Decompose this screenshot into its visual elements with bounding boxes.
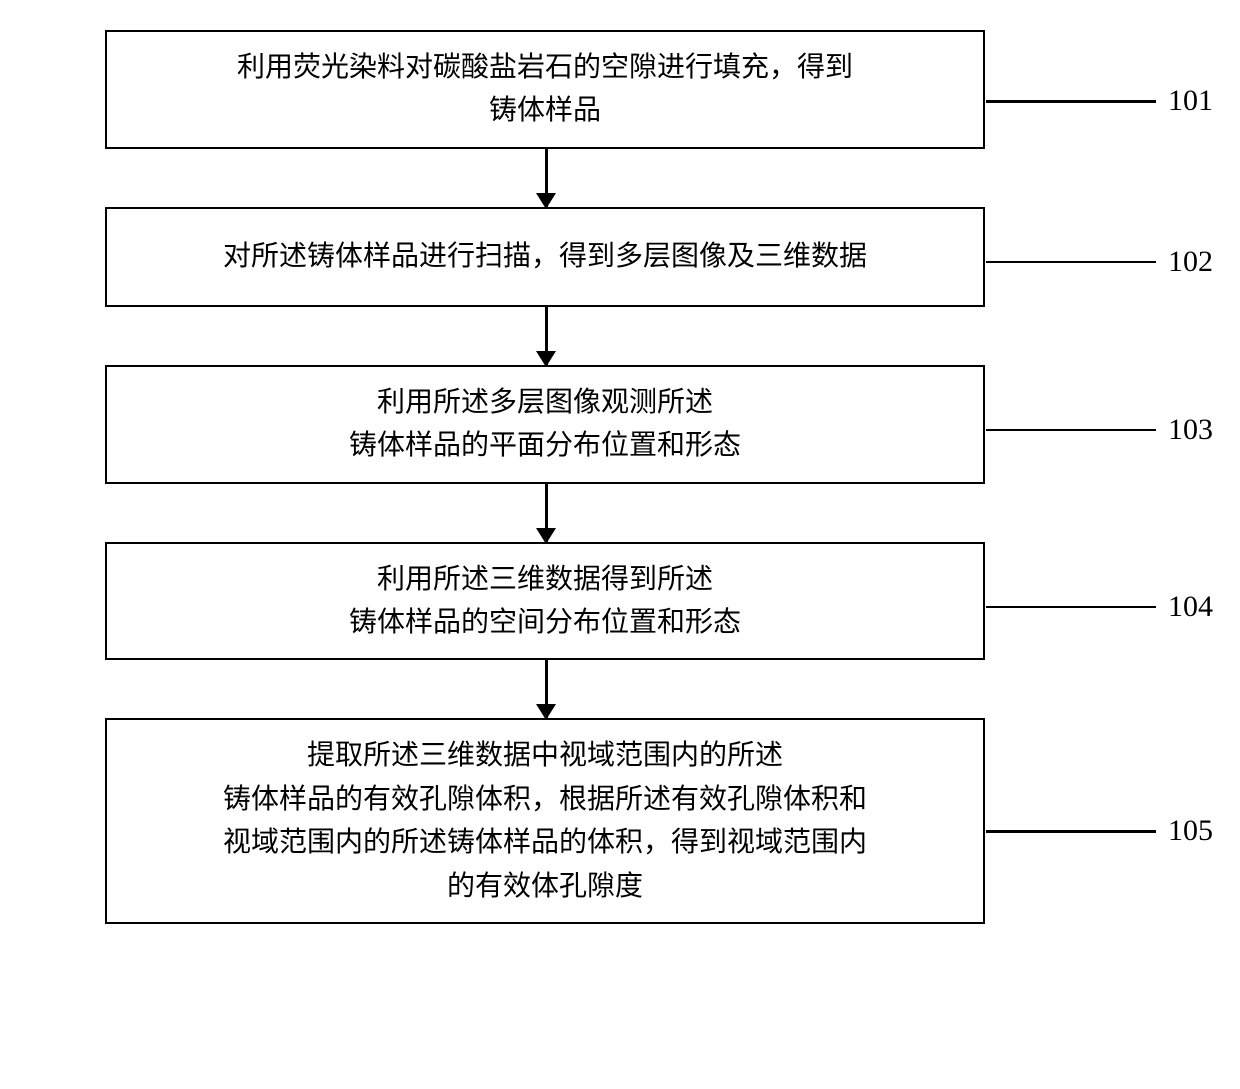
label-connector-104: 104 bbox=[986, 590, 1213, 624]
connector-line bbox=[986, 830, 1156, 833]
step-label-102: 102 bbox=[1156, 245, 1213, 279]
arrow-down bbox=[545, 307, 548, 365]
arrow-down bbox=[545, 660, 548, 718]
step-text-line: 铸体样品的平面分布位置和形态 bbox=[349, 424, 741, 467]
step-row-103: 利用所述多层图像观测所述 铸体样品的平面分布位置和形态 103 bbox=[40, 365, 1200, 484]
connector-line bbox=[986, 429, 1156, 432]
step-text-line: 铸体样品的有效孔隙体积，根据所述有效孔隙体积和 bbox=[223, 778, 867, 821]
step-text-line: 利用荧光染料对碳酸盐岩石的空隙进行填充，得到 bbox=[237, 46, 853, 89]
step-row-105: 提取所述三维数据中视域范围内的所述 铸体样品的有效孔隙体积，根据所述有效孔隙体积… bbox=[40, 718, 1200, 924]
step-label-101: 101 bbox=[1156, 84, 1213, 118]
label-connector-103: 103 bbox=[986, 413, 1213, 447]
step-text-line: 铸体样品 bbox=[489, 89, 601, 132]
step-text-line: 提取所述三维数据中视域范围内的所述 bbox=[307, 734, 783, 777]
label-connector-101: 101 bbox=[986, 84, 1213, 118]
step-text-line: 视域范围内的所述铸体样品的体积，得到视域范围内 bbox=[223, 821, 867, 864]
connector-line bbox=[986, 606, 1156, 609]
step-row-104: 利用所述三维数据得到所述 铸体样品的空间分布位置和形态 104 bbox=[40, 542, 1200, 661]
step-box-103: 利用所述多层图像观测所述 铸体样品的平面分布位置和形态 bbox=[105, 365, 985, 484]
arrow-down bbox=[545, 149, 548, 207]
step-label-103: 103 bbox=[1156, 413, 1213, 447]
step-box-105: 提取所述三维数据中视域范围内的所述 铸体样品的有效孔隙体积，根据所述有效孔隙体积… bbox=[105, 718, 985, 924]
step-text-line: 利用所述三维数据得到所述 bbox=[377, 558, 713, 601]
step-row-102: 对所述铸体样品进行扫描，得到多层图像及三维数据 102 bbox=[40, 207, 1200, 307]
step-box-102: 对所述铸体样品进行扫描，得到多层图像及三维数据 bbox=[105, 207, 985, 307]
label-connector-105: 105 bbox=[986, 814, 1213, 848]
step-label-105: 105 bbox=[1156, 814, 1213, 848]
connector-line bbox=[986, 100, 1156, 103]
step-box-101: 利用荧光染料对碳酸盐岩石的空隙进行填充，得到 铸体样品 bbox=[105, 30, 985, 149]
arrow-down bbox=[545, 484, 548, 542]
step-text-line: 利用所述多层图像观测所述 bbox=[377, 381, 713, 424]
step-text-line: 对所述铸体样品进行扫描，得到多层图像及三维数据 bbox=[223, 235, 867, 278]
step-row-101: 利用荧光染料对碳酸盐岩石的空隙进行填充，得到 铸体样品 101 bbox=[40, 30, 1200, 149]
connector-line bbox=[986, 261, 1156, 264]
step-text-line: 铸体样品的空间分布位置和形态 bbox=[349, 601, 741, 644]
flowchart-container: 利用荧光染料对碳酸盐岩石的空隙进行填充，得到 铸体样品 101 对所述铸体样品进… bbox=[40, 30, 1200, 924]
label-connector-102: 102 bbox=[986, 245, 1213, 279]
step-text-line: 的有效体孔隙度 bbox=[447, 865, 643, 908]
step-label-104: 104 bbox=[1156, 590, 1213, 624]
step-box-104: 利用所述三维数据得到所述 铸体样品的空间分布位置和形态 bbox=[105, 542, 985, 661]
